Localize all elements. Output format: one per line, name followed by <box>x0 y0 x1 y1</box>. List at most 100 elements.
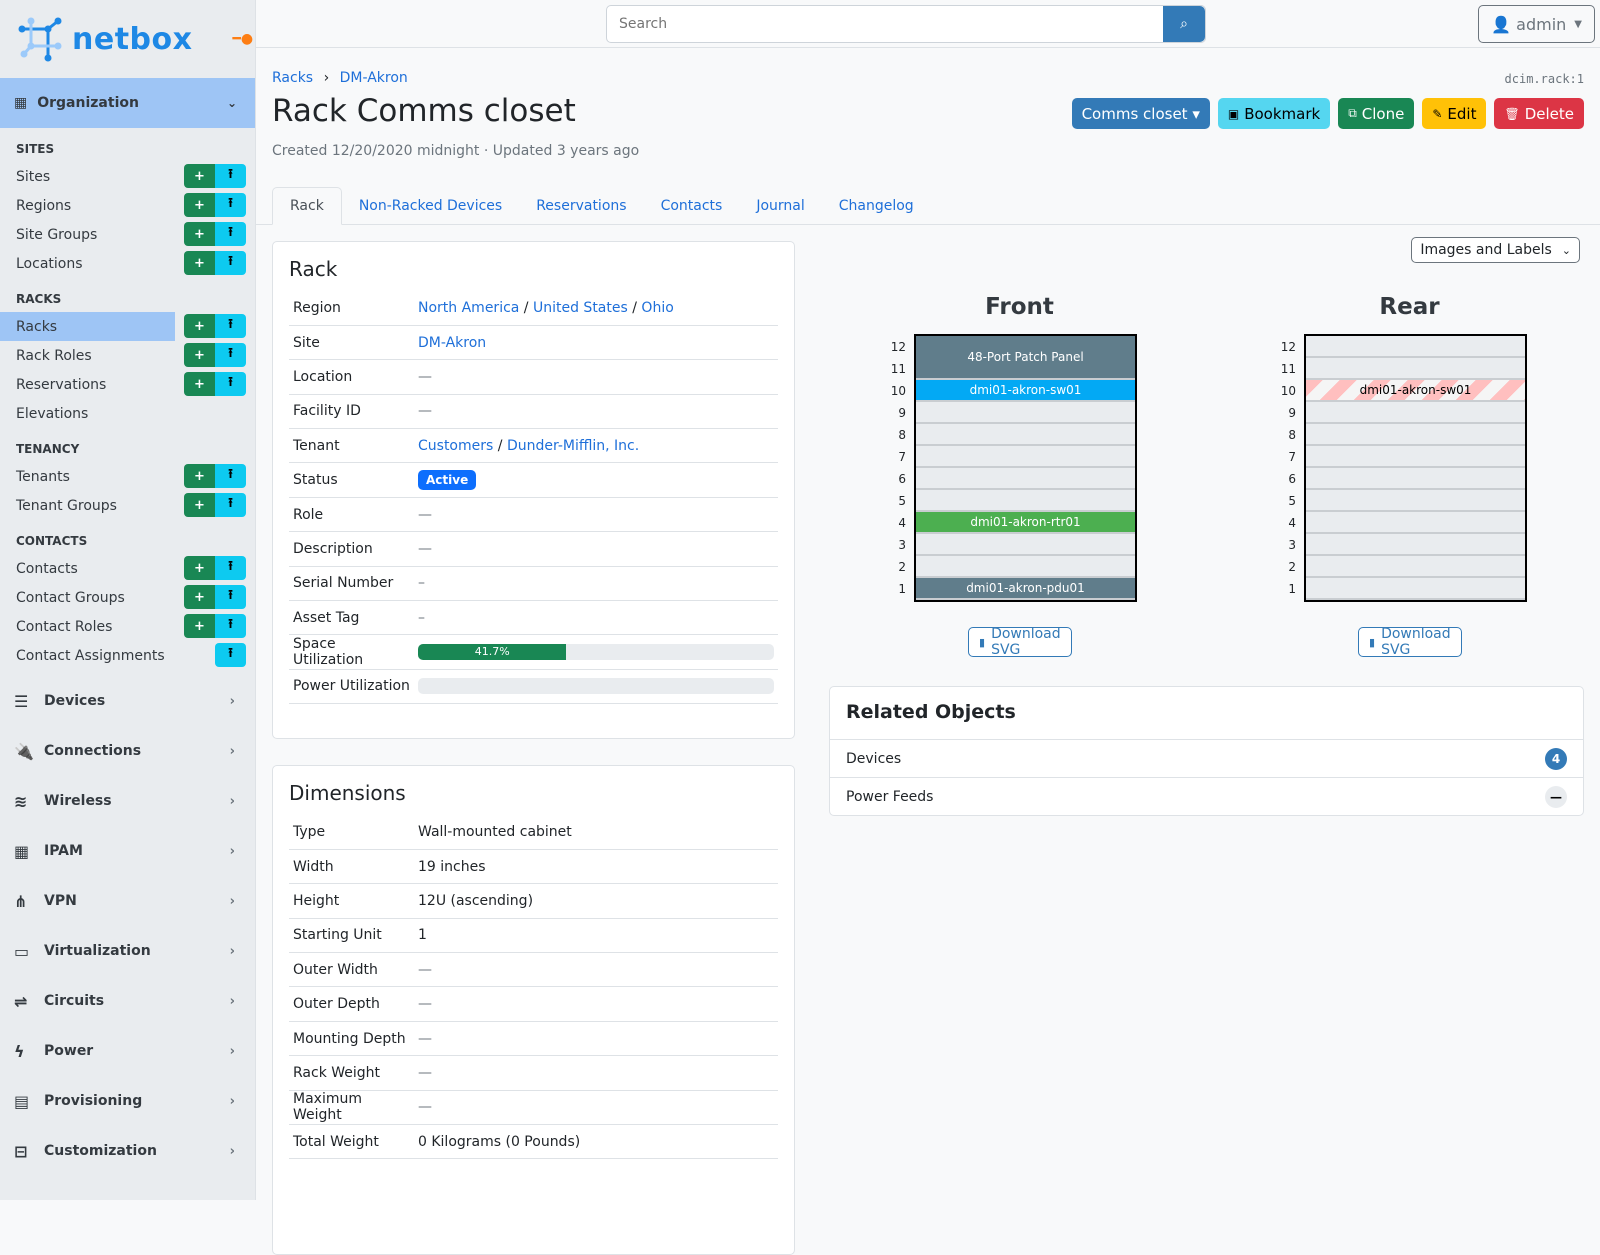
bookmark-button[interactable]: ▣ Bookmark <box>1217 98 1331 129</box>
sidebar-menu-devices[interactable]: ☰ Devices › <box>0 676 255 726</box>
breadcrumb-site[interactable]: DM-Akron <box>339 70 408 86</box>
add-button[interactable]: + <box>184 343 215 367</box>
sidebar-menu-power[interactable]: ϟ Power › <box>0 1026 255 1076</box>
import-button[interactable]: ⭱ <box>215 372 246 396</box>
import-button[interactable]: ⭱ <box>215 585 246 609</box>
import-button[interactable]: ⭱ <box>215 464 246 488</box>
comms-closet-button[interactable]: Comms closet ▾ <box>1071 98 1210 129</box>
clone-button[interactable]: ⧉ Clone <box>1338 98 1415 129</box>
related-devices[interactable]: Devices 4 <box>830 739 1583 777</box>
sidebar-menu-provisioning[interactable]: ▤ Provisioning › <box>0 1076 255 1126</box>
empty-slot[interactable] <box>1306 578 1525 600</box>
tab-contacts[interactable]: Contacts <box>660 197 723 214</box>
add-button[interactable]: + <box>184 314 215 338</box>
tab-journal[interactable]: Journal <box>756 197 805 214</box>
link-customers[interactable]: Customers <box>418 437 494 454</box>
add-button[interactable]: + <box>184 493 215 517</box>
sidebar-item-tenants[interactable]: Tenants + ⭱ <box>0 462 255 491</box>
empty-slot[interactable] <box>1306 512 1525 534</box>
sidebar-item-elevations[interactable]: Elevations <box>0 399 255 428</box>
import-button[interactable]: ⭱ <box>215 343 246 367</box>
tab-rack[interactable]: Rack <box>272 187 342 225</box>
empty-slot[interactable] <box>916 402 1135 424</box>
sidebar-menu-virtualization[interactable]: ▭ Virtualization › <box>0 926 255 976</box>
link-ohio[interactable]: Ohio <box>641 299 674 316</box>
delete-button[interactable]: 🗑 Delete <box>1494 98 1584 129</box>
logo[interactable]: netbox ━● <box>0 0 255 78</box>
add-button[interactable]: + <box>184 556 215 580</box>
import-button[interactable]: ⭱ <box>215 643 246 667</box>
add-button[interactable]: + <box>184 193 215 217</box>
empty-slot[interactable] <box>1306 424 1525 446</box>
import-button[interactable]: ⭱ <box>215 556 246 580</box>
sidebar-item-reservations[interactable]: Reservations + ⭱ <box>0 370 255 399</box>
sidebar-menu-vpn[interactable]: ⋔ VPN › <box>0 876 255 926</box>
sidebar-menu-connections[interactable]: 🔌 Connections › <box>0 726 255 776</box>
import-button[interactable]: ⭱ <box>215 222 246 246</box>
sidebar-menu-organization[interactable]: ▦ Organization ⌄ <box>0 78 255 128</box>
tab-reservations[interactable]: Reservations <box>536 197 627 214</box>
search-input[interactable] <box>607 6 1163 42</box>
tab-non-racked-devices[interactable]: Non-Racked Devices <box>358 197 503 214</box>
empty-slot[interactable] <box>916 490 1135 512</box>
breadcrumb-racks[interactable]: Racks <box>272 70 314 86</box>
link-dunder-mifflin-inc[interactable]: Dunder-Mifflin, Inc. <box>506 437 640 454</box>
sidebar-item-site-groups[interactable]: Site Groups + ⭱ <box>0 220 255 249</box>
add-button[interactable]: + <box>184 251 215 275</box>
empty-slot[interactable] <box>916 534 1135 556</box>
link-north-america[interactable]: North America <box>418 299 520 316</box>
search-button[interactable]: ⌕ <box>1163 6 1205 42</box>
import-button[interactable]: ⭱ <box>215 614 246 638</box>
import-button[interactable]: ⭱ <box>215 193 246 217</box>
add-button[interactable]: + <box>184 464 215 488</box>
empty-slot[interactable] <box>916 446 1135 468</box>
sidebar-item-contact-assignments[interactable]: Contact Assignments ⭱ <box>0 641 255 670</box>
empty-slot[interactable] <box>916 556 1135 578</box>
rack-device[interactable]: dmi01-akron-sw01 <box>916 380 1135 402</box>
related-power-feeds[interactable]: Power Feeds — <box>830 777 1583 815</box>
link-dm-akron[interactable]: DM-Akron <box>418 334 487 351</box>
add-button[interactable]: + <box>184 585 215 609</box>
tab-changelog[interactable]: Changelog <box>838 197 914 214</box>
add-button[interactable]: + <box>184 614 215 638</box>
import-button[interactable]: ⭱ <box>215 251 246 275</box>
import-button[interactable]: ⭱ <box>215 314 246 338</box>
empty-slot[interactable] <box>1306 468 1525 490</box>
sidebar-item-regions[interactable]: Regions + ⭱ <box>0 191 255 220</box>
import-button[interactable]: ⭱ <box>215 493 246 517</box>
sidebar-menu-circuits[interactable]: ⇌ Circuits › <box>0 976 255 1026</box>
empty-slot[interactable] <box>1306 336 1525 358</box>
sidebar-item-rack-roles[interactable]: Rack Roles + ⭱ <box>0 341 255 370</box>
empty-slot[interactable] <box>1306 534 1525 556</box>
add-button[interactable]: + <box>184 164 215 188</box>
user-menu[interactable]: 👤 admin ▼ <box>1478 5 1595 43</box>
pin-icon[interactable]: ━● <box>232 31 254 47</box>
empty-slot[interactable] <box>1306 402 1525 424</box>
download-svg-button[interactable]: ▮ Download SVG <box>968 626 1072 658</box>
empty-slot[interactable] <box>1306 490 1525 512</box>
empty-slot[interactable] <box>916 468 1135 490</box>
add-button[interactable]: + <box>184 372 215 396</box>
sidebar-item-contacts[interactable]: Contacts + ⭱ <box>0 554 255 583</box>
empty-slot[interactable] <box>916 424 1135 446</box>
empty-slot[interactable] <box>1306 446 1525 468</box>
add-button[interactable]: + <box>184 222 215 246</box>
edit-button[interactable]: ✎ Edit <box>1422 98 1487 129</box>
sidebar-item-locations[interactable]: Locations + ⭱ <box>0 249 255 278</box>
sidebar-item-tenant-groups[interactable]: Tenant Groups + ⭱ <box>0 491 255 520</box>
empty-slot[interactable] <box>1306 556 1525 578</box>
link-united-states[interactable]: United States <box>532 299 628 316</box>
sidebar-menu-wireless[interactable]: ≋ Wireless › <box>0 776 255 826</box>
sidebar-item-contact-roles[interactable]: Contact Roles + ⭱ <box>0 612 255 641</box>
rack-device[interactable]: dmi01-akron-pdu01 <box>916 578 1135 600</box>
sidebar-item-contact-groups[interactable]: Contact Groups + ⭱ <box>0 583 255 612</box>
rack-device[interactable]: dmi01-akron-sw01 <box>1306 380 1525 402</box>
empty-slot[interactable] <box>1306 358 1525 380</box>
import-button[interactable]: ⭱ <box>215 164 246 188</box>
sidebar-menu-ipam[interactable]: ▦ IPAM › <box>0 826 255 876</box>
sidebar-item-sites[interactable]: Sites + ⭱ <box>0 162 255 191</box>
sidebar-menu-customization[interactable]: ⊟ Customization › <box>0 1126 255 1176</box>
sidebar-item-racks[interactable]: Racks + ⭱ <box>0 312 246 341</box>
download-svg-button[interactable]: ▮ Download SVG <box>1358 626 1462 658</box>
rack-device[interactable]: dmi01-akron-rtr01 <box>916 512 1135 534</box>
